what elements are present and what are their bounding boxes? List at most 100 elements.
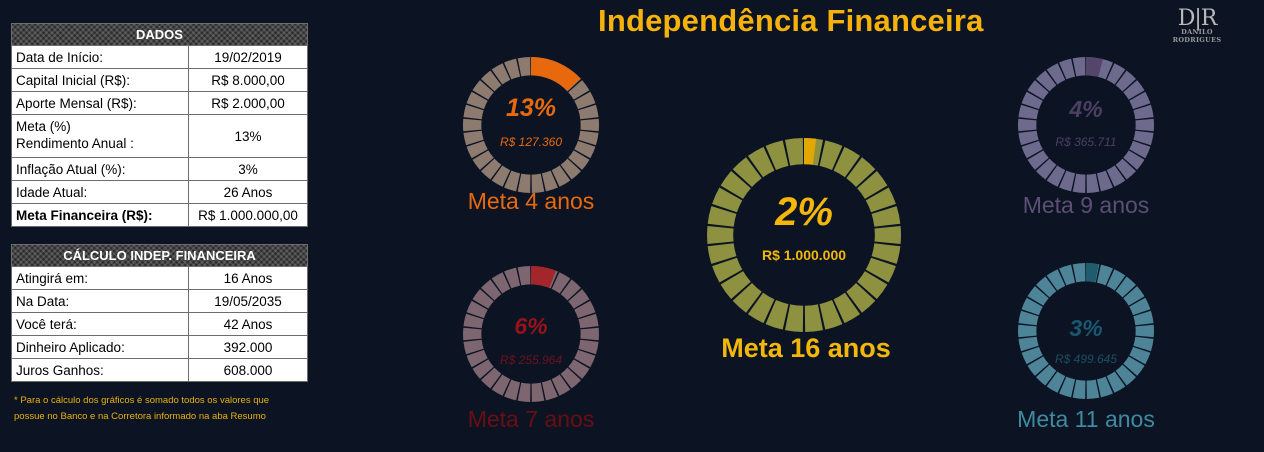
- row-value: 42 Anos: [223, 316, 273, 332]
- gauge-segment: [1106, 165, 1126, 187]
- gauge-segment: [707, 226, 734, 244]
- gauge-segment: [531, 173, 545, 193]
- gauge-segment: [574, 140, 596, 159]
- gauge-segment: [707, 206, 737, 227]
- gauge-segment: [481, 158, 502, 180]
- gauge-segment: [1018, 310, 1039, 326]
- logo-text: DANILO RODRIGUES: [1172, 28, 1222, 44]
- gauge-segment: [1106, 269, 1126, 291]
- gauge-segment: [1046, 269, 1066, 291]
- gauge-segment: [481, 279, 502, 301]
- gauge-segment: [517, 173, 531, 193]
- gauge-segment: [1135, 118, 1154, 132]
- row-value[interactable]: 13%: [234, 128, 262, 144]
- row-value: 392.000: [223, 339, 273, 355]
- gauge-segment: [1123, 150, 1145, 170]
- gauge-segment: [1123, 80, 1145, 100]
- gauge-segment: [1106, 63, 1126, 85]
- gauge-segment: [1018, 324, 1037, 338]
- gauge-segment: [491, 165, 511, 187]
- row-value[interactable]: 26 Anos: [223, 184, 273, 200]
- gauge-segment: [1072, 263, 1086, 283]
- gauge-meta-11[interactable]: 3% R$ 499.645: [1017, 262, 1155, 400]
- gauge-segment: [1086, 173, 1100, 193]
- gauge-segment: [466, 140, 488, 159]
- dados-table: DADOS Data de Início: 19/02/2019 Capital…: [11, 23, 308, 227]
- gauge-segment: [504, 379, 521, 401]
- gauge-segment: [747, 292, 775, 324]
- gauge-segment: [517, 382, 531, 402]
- row-value[interactable]: R$ 8.000,00: [211, 72, 285, 88]
- footnote: * Para o cálculo dos gráficos é somado t…: [14, 395, 270, 422]
- gauge-segment: [846, 283, 876, 313]
- gauge-meta-4[interactable]: 13% R$ 127.360: [462, 56, 600, 194]
- gauge-ring: [463, 266, 599, 402]
- row-value[interactable]: 19/02/2019: [214, 49, 282, 65]
- gauge-segment: [871, 206, 901, 227]
- calculo-row-age: Você terá: 42 Anos: [12, 313, 307, 336]
- gauge-segment: [1123, 286, 1145, 306]
- gauge-segment: [712, 257, 743, 283]
- gauge-segment: [466, 300, 488, 319]
- gauge-segment: [857, 271, 888, 300]
- gauge-segment: [1027, 286, 1049, 306]
- gauge-meta-7[interactable]: 6% R$ 255.964: [462, 265, 600, 403]
- gauge-meta-9[interactable]: 4% R$ 365.711: [1017, 56, 1155, 194]
- gauge-segment: [1129, 297, 1151, 316]
- gauge-segment: [1018, 130, 1039, 146]
- gauge-segment: [846, 157, 876, 187]
- gauge-segment: [578, 130, 599, 146]
- row-label: Dinheiro Aplicado:: [12, 336, 189, 358]
- row-value[interactable]: R$ 1.000.000,00: [198, 207, 298, 223]
- gauge-segment: [1036, 158, 1057, 180]
- calculo-row-invested: Dinheiro Aplicado: 392.000: [12, 336, 307, 359]
- gauge-segment: [765, 300, 789, 330]
- gauge-segment: [1021, 346, 1043, 365]
- gauge-segment: [784, 304, 804, 332]
- gauge-segment: [1135, 324, 1154, 338]
- gauge-caption-meta-16: Meta 16 anos: [721, 333, 891, 363]
- gauge-segment: [1059, 170, 1076, 192]
- gauge-segment: [580, 327, 599, 341]
- gauge-segment: [541, 170, 558, 192]
- row-label: Aporte Mensal (R$):: [12, 92, 189, 114]
- gauge-amount: R$ 499.645: [1054, 352, 1118, 366]
- row-value[interactable]: R$ 2.000,00: [211, 95, 285, 111]
- gauge-segment: [1046, 371, 1066, 393]
- calculo-row-interest: Juros Ganhos: 608.000: [12, 359, 307, 381]
- gauge-segment: [1129, 91, 1151, 110]
- gauge-segment: [580, 118, 599, 132]
- gauge-segment: [765, 140, 789, 170]
- gauge-segment: [574, 300, 596, 319]
- gauge-segment: [1115, 364, 1136, 386]
- gauge-progress-arc: [531, 57, 581, 92]
- row-value: 608.000: [223, 362, 273, 378]
- gauge-segment: [1096, 170, 1113, 192]
- row-label: Juros Ganhos:: [12, 359, 189, 381]
- gauge-segment: [472, 289, 494, 309]
- gauge-segment: [578, 313, 599, 329]
- gauge-ring: [707, 138, 901, 332]
- gauge-caption-meta-4: Meta 4 anos: [467, 188, 595, 214]
- dados-row-current-age: Idade Atual: 26 Anos: [12, 181, 307, 204]
- gauge-segment: [1096, 376, 1113, 398]
- gauge-segment: [720, 170, 751, 199]
- gauge-ring: [463, 57, 599, 193]
- gauge-segment: [1018, 104, 1039, 120]
- gauge-meta-16[interactable]: 2% R$ 1.000.000: [706, 137, 902, 333]
- gauge-segment: [466, 91, 488, 110]
- row-value[interactable]: 3%: [238, 161, 258, 177]
- dados-row-inflation: Inflação Atual (%): 3%: [12, 158, 307, 181]
- gauge-segment: [1036, 276, 1057, 298]
- gauge-progress-arc: [804, 138, 817, 165]
- row-label: Meta (%) Rendimento Anual :: [12, 115, 189, 157]
- gauge-segment: [560, 158, 581, 180]
- gauge-segment: [865, 187, 896, 213]
- gauge-segment: [857, 170, 888, 199]
- gauge-caption-meta-7: Meta 7 anos: [467, 406, 595, 432]
- gauge-segment: [568, 289, 590, 309]
- gauge-segment: [491, 374, 511, 396]
- gauge-segment: [463, 104, 484, 120]
- gauge-segment: [1021, 140, 1043, 159]
- gauge-segment: [1133, 310, 1154, 326]
